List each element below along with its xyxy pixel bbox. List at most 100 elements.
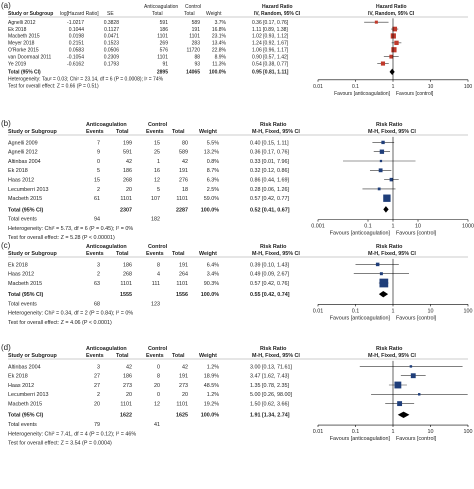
total-events-anticoagulation: 94 bbox=[94, 217, 100, 223]
total-control: 42 bbox=[182, 364, 188, 370]
study-row: Haas 2012 27 20 273 273 48.5% 1.35 [0.78, 2.35… bbox=[8, 381, 407, 389]
point-estimate-square bbox=[397, 401, 403, 407]
point-estimate-square bbox=[379, 159, 383, 163]
weight-value: 8.7% bbox=[207, 168, 219, 174]
favours-right-label: Favours [control] bbox=[396, 231, 437, 237]
plot-header-method: IV, Random, 95% CI bbox=[368, 11, 415, 17]
total-control: 1101 bbox=[189, 34, 200, 40]
log-hr-value: -1.0217 bbox=[67, 20, 84, 26]
total-control: 1101 bbox=[176, 281, 188, 287]
total-anticoagulation: 186 bbox=[160, 27, 169, 33]
study-name: Haas 2012 bbox=[8, 272, 34, 278]
col-header-total-2: Total bbox=[172, 129, 185, 135]
total-label: Total (95% CI) bbox=[8, 70, 41, 76]
study-name: Lecumberri 2013 bbox=[8, 187, 48, 193]
ci-header-title: Hazard Ratio bbox=[262, 4, 293, 10]
log-hr-value: 0.2151 bbox=[69, 41, 85, 47]
study-name: Haas 2012 bbox=[8, 383, 34, 389]
total-control: 276 bbox=[179, 178, 188, 184]
x-tick-label: 1000 bbox=[462, 224, 474, 230]
x-tick-label: 1 bbox=[392, 84, 395, 90]
ci-text: 3.00 [0.13, 71.61] bbox=[250, 364, 292, 370]
ci-text: 1.06 [0.96, 1.17] bbox=[252, 48, 289, 54]
pooled-estimate-diamond bbox=[397, 411, 410, 418]
events-control: 8 bbox=[157, 374, 160, 380]
events-anticoagulation: 15 bbox=[94, 178, 100, 184]
total-row: Total (95% CI) 1622 1625 100.0% 1.91 [1.34, … bbox=[8, 411, 410, 419]
se-value: 0.1127 bbox=[104, 27, 119, 33]
total-control: 20 bbox=[182, 392, 188, 398]
weight-value: 59.0% bbox=[204, 196, 219, 202]
study-name: Agnelli 2012 bbox=[8, 150, 38, 156]
ci-text: 0.39 [0.10, 1.43] bbox=[250, 262, 289, 268]
col-header-total-2: Total bbox=[172, 353, 185, 359]
total-row: Total (95% CI) 2895 14065 100.0% 0.95 [0.81,… bbox=[8, 68, 395, 76]
events-control: 107 bbox=[151, 196, 160, 202]
plot-header-title: Risk Ratio bbox=[376, 244, 403, 250]
total-control: 589 bbox=[192, 20, 201, 26]
study-row: Ek 2018 3 8 186 191 6.4% 0.39 [0.10, 1.43] bbox=[8, 262, 399, 268]
ci-text: 0.33 [0.01, 7.96] bbox=[250, 159, 289, 165]
total-n-control: 2287 bbox=[176, 207, 188, 213]
events-control: 111 bbox=[152, 281, 160, 287]
point-estimate-square bbox=[392, 26, 398, 32]
total-row: Total (95% CI) 1555 1556 100.0% 0.55 [0.42, … bbox=[8, 290, 389, 298]
total-events-control: 182 bbox=[151, 217, 160, 223]
col-header-total-1: Total bbox=[116, 353, 129, 359]
ci-text: 1.35 [0.78, 2.35] bbox=[250, 383, 289, 389]
col-header-study: Study or Subgroup bbox=[8, 251, 58, 257]
x-tick-label: 10 bbox=[428, 429, 434, 435]
weight-value: 11.3% bbox=[212, 61, 226, 67]
total-n-anticoagulation: 1622 bbox=[120, 413, 132, 419]
total-control: 191 bbox=[179, 168, 188, 174]
log-hr-value: -0.1054 bbox=[67, 54, 84, 60]
col-header-total-1: Total bbox=[116, 251, 129, 257]
total-events-control: 123 bbox=[151, 301, 160, 307]
events-anticoagulation: 2 bbox=[97, 272, 100, 278]
overall-effect-text: Test for overall effect: Z = 4.06 (P < 0… bbox=[8, 320, 112, 326]
log-hr-value: 0.0583 bbox=[69, 48, 85, 54]
group-header-control: Control bbox=[148, 122, 168, 128]
events-control: 0 bbox=[157, 392, 160, 398]
group-header-anticoagulation: Anticoagulation bbox=[86, 122, 127, 128]
total-anticoagulation: 1101 bbox=[157, 34, 168, 40]
total-events-anticoagulation: 79 bbox=[94, 422, 100, 428]
plot-header-method: M-H, Fixed, 95% CI bbox=[368, 353, 416, 359]
study-row: Haas 2012 15 12 268 276 6.3% 0.86 [0.44, 1.69] bbox=[8, 178, 399, 184]
favours-left-label: Favours [anticoagulation] bbox=[330, 315, 391, 321]
x-tick-label: 10 bbox=[428, 308, 434, 314]
forest-panel-4: (d) Anticoagulation Control Risk Ratio Risk … bbox=[1, 343, 473, 447]
total-anticoagulation: 20 bbox=[126, 187, 132, 193]
col-header-total-2: Total bbox=[184, 11, 195, 17]
group-header-control: Control bbox=[185, 4, 201, 10]
ci-text: 5.00 [0.26, 98.00] bbox=[250, 392, 292, 398]
study-name: O'Rorke 2015 bbox=[8, 48, 39, 54]
x-tick-label: 10 bbox=[428, 84, 434, 90]
total-anticoagulation: 268 bbox=[123, 178, 132, 184]
total-anticoagulation: 186 bbox=[123, 262, 132, 268]
col-header-events-1: Events bbox=[86, 129, 104, 135]
ci-text: 0.36 [0.17, 0.76] bbox=[252, 20, 289, 26]
total-anticoagulation: 91 bbox=[162, 61, 168, 67]
study-name: Altinbas 2004 bbox=[8, 364, 41, 370]
ci-text: 1.50 [0.62, 3.66] bbox=[250, 402, 289, 408]
pooled-estimate-diamond bbox=[383, 206, 389, 213]
x-tick-label: 100 bbox=[464, 308, 473, 314]
ci-text: 0.32 [0.12, 0.86] bbox=[250, 168, 289, 174]
plot-header-method: M-H, Fixed, 95% CI bbox=[368, 251, 416, 257]
total-n-control: 1556 bbox=[176, 292, 188, 298]
ci-header-title: Risk Ratio bbox=[260, 346, 287, 352]
col-header-total-1: Total bbox=[116, 129, 129, 135]
total-control: 11720 bbox=[186, 48, 200, 54]
study-name: Agnelli 2012 bbox=[8, 20, 36, 26]
x-tick-label: 0.01 bbox=[313, 429, 324, 435]
ci-text: 0.40 [0.15, 1.11] bbox=[250, 140, 289, 146]
col-header-weight: Weight bbox=[199, 129, 217, 135]
total-control: 589 bbox=[179, 150, 188, 156]
events-anticoagulation: 3 bbox=[97, 262, 100, 268]
weight-value: 48.5% bbox=[204, 383, 219, 389]
weight-value: 1.2% bbox=[207, 392, 219, 398]
total-events-control: 41 bbox=[154, 422, 160, 428]
events-control: 12 bbox=[154, 402, 160, 408]
